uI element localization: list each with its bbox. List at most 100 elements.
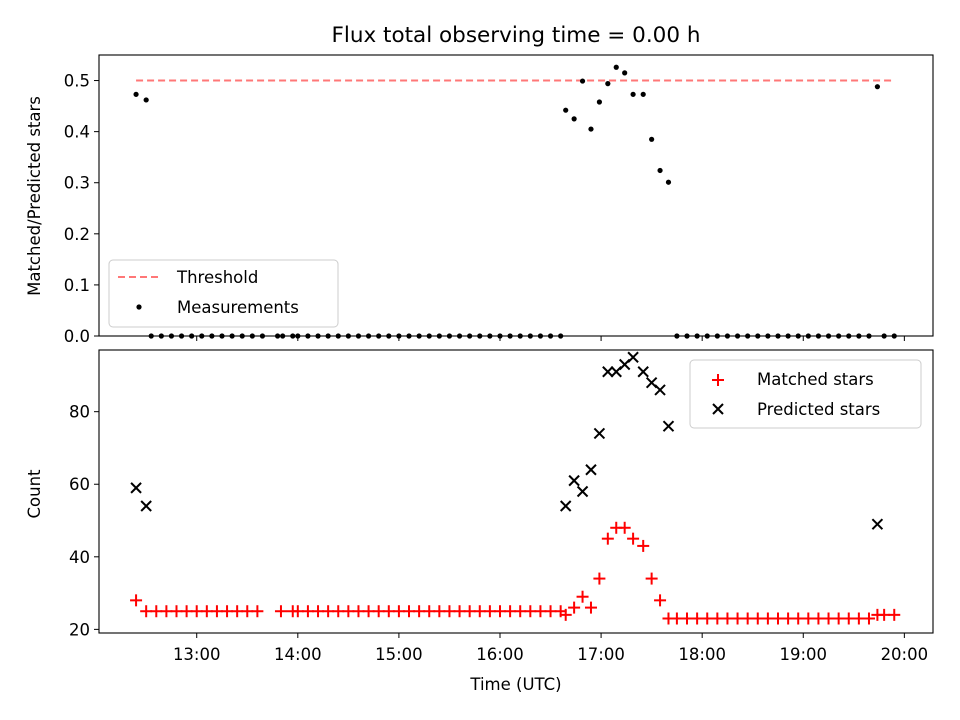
top-legend: Threshold Measurements <box>108 259 339 328</box>
measurement-point <box>579 78 586 84</box>
matched-star-point <box>453 605 466 618</box>
matched-star-point <box>200 605 213 618</box>
top-legend-box <box>108 259 339 328</box>
matched-star-point <box>382 605 395 618</box>
matched-star-point <box>160 605 173 618</box>
top-y-tick-label: 0.4 <box>64 123 90 142</box>
matched-star-point <box>731 612 744 625</box>
matched-star-point <box>627 532 640 545</box>
matched-star-point <box>403 605 416 618</box>
matched-star-point <box>888 608 901 621</box>
measurement-point <box>665 179 672 185</box>
bottom-x-tick-label: 20:00 <box>881 645 929 664</box>
predicted-star-point <box>627 351 639 363</box>
matched-star-point <box>423 605 436 618</box>
predicted-star-point <box>568 474 580 487</box>
top-panel: Matched/Predicted stars 0.00.10.20.30.40… <box>25 54 934 346</box>
matched-star-point <box>322 605 335 618</box>
matched-star-point <box>751 612 764 625</box>
matched-star-point <box>852 612 865 625</box>
matched-star-point <box>593 572 606 585</box>
predicted-star-point <box>559 500 572 512</box>
matched-star-point <box>342 605 355 618</box>
top-y-tick-label: 0.5 <box>64 72 90 91</box>
bottom-legend-box <box>689 359 922 429</box>
matched-star-point <box>681 612 694 625</box>
matched-star-point <box>792 612 805 625</box>
measurement-point <box>613 64 619 70</box>
matched-star-point <box>761 612 774 625</box>
matched-star-point <box>741 612 754 625</box>
matched-star-point <box>862 612 875 625</box>
top-y-tick-label: 0.0 <box>64 327 90 346</box>
matched-star-point <box>822 612 835 625</box>
matched-star-point <box>771 612 784 625</box>
figure-title: Flux total observing time = 0.00 h <box>332 23 701 48</box>
bottom-x-label: Time (UTC) <box>469 675 561 694</box>
predicted-star-point <box>637 366 649 378</box>
measurement-point <box>133 91 139 97</box>
predicted-star-point <box>602 366 614 378</box>
matched-star-point <box>637 539 650 552</box>
measurement-point <box>630 91 636 97</box>
measurement-point <box>874 84 881 90</box>
matched-star-point <box>584 601 597 614</box>
matched-star-point <box>504 605 517 618</box>
legend-predicted-label: Predicted stars <box>757 400 880 419</box>
bottom-y-tick-label: 20 <box>69 620 90 639</box>
measurement-point <box>571 116 577 122</box>
matched-star-point <box>291 605 304 618</box>
matched-star-point <box>372 605 385 618</box>
matched-star-point <box>312 605 325 618</box>
legend-measurements-swatch <box>136 304 142 310</box>
matched-star-point <box>231 605 244 618</box>
matched-star-point <box>878 608 891 621</box>
matched-star-point <box>332 605 345 618</box>
bottom-y-label: Count <box>25 469 44 519</box>
measurement-point <box>649 136 655 142</box>
matched-star-point <box>514 605 527 618</box>
matched-star-point <box>170 605 183 618</box>
bottom-y-tick-label: 80 <box>69 403 90 422</box>
matched-star-point <box>701 612 714 625</box>
top-axes-frame <box>98 54 934 337</box>
bottom-x-tick-label: 18:00 <box>678 645 726 664</box>
matched-star-point <box>802 612 815 625</box>
matched-star-point <box>601 532 614 545</box>
matched-star-point <box>443 605 456 618</box>
measurement-point <box>640 91 646 97</box>
matched-star-point <box>473 605 486 618</box>
bottom-y-ticks: 20 40 60 80 <box>69 403 99 639</box>
top-y-tick-label: 0.2 <box>64 225 90 244</box>
bottom-x-tick-label: 14:00 <box>274 645 322 664</box>
matched-star-point <box>524 605 537 618</box>
matched-star-point <box>654 594 667 607</box>
measurement-point <box>657 167 663 174</box>
matched-star-point <box>721 612 734 625</box>
bottom-x-tick-label: 16:00 <box>476 645 524 664</box>
bottom-x-tick-label: 17:00 <box>577 645 625 664</box>
predicted-star-point <box>593 427 606 440</box>
predicted-star-point <box>871 518 884 530</box>
bottom-x-ticks: 13:00 14:00 15:00 16:00 17:00 18:00 19:00 20:00 <box>173 633 928 664</box>
matched-star-point <box>832 612 845 625</box>
matched-star-point <box>362 605 375 618</box>
matched-star-point <box>392 605 405 618</box>
predicted-star-point <box>576 485 589 498</box>
matched-star-point <box>782 612 795 625</box>
matched-star-point <box>190 605 203 618</box>
matched-star-point <box>463 605 476 618</box>
predicted-star-point <box>654 384 666 396</box>
top-y-tick-label: 0.3 <box>64 174 90 193</box>
top-y-ticks: 0.0 0.1 0.2 0.3 0.4 0.5 <box>64 72 99 346</box>
legend-matched-label: Matched stars <box>757 370 874 389</box>
legend-measurements-label: Measurements <box>177 298 299 317</box>
matched-star-point <box>568 601 581 614</box>
bottom-axes-frame <box>98 349 934 634</box>
bottom-legend: Matched stars Predicted stars <box>689 359 922 429</box>
top-plot-area <box>133 64 897 339</box>
top-y-tick-label: 0.1 <box>64 276 90 295</box>
matched-star-point <box>140 605 153 618</box>
matched-star-point <box>534 605 547 618</box>
